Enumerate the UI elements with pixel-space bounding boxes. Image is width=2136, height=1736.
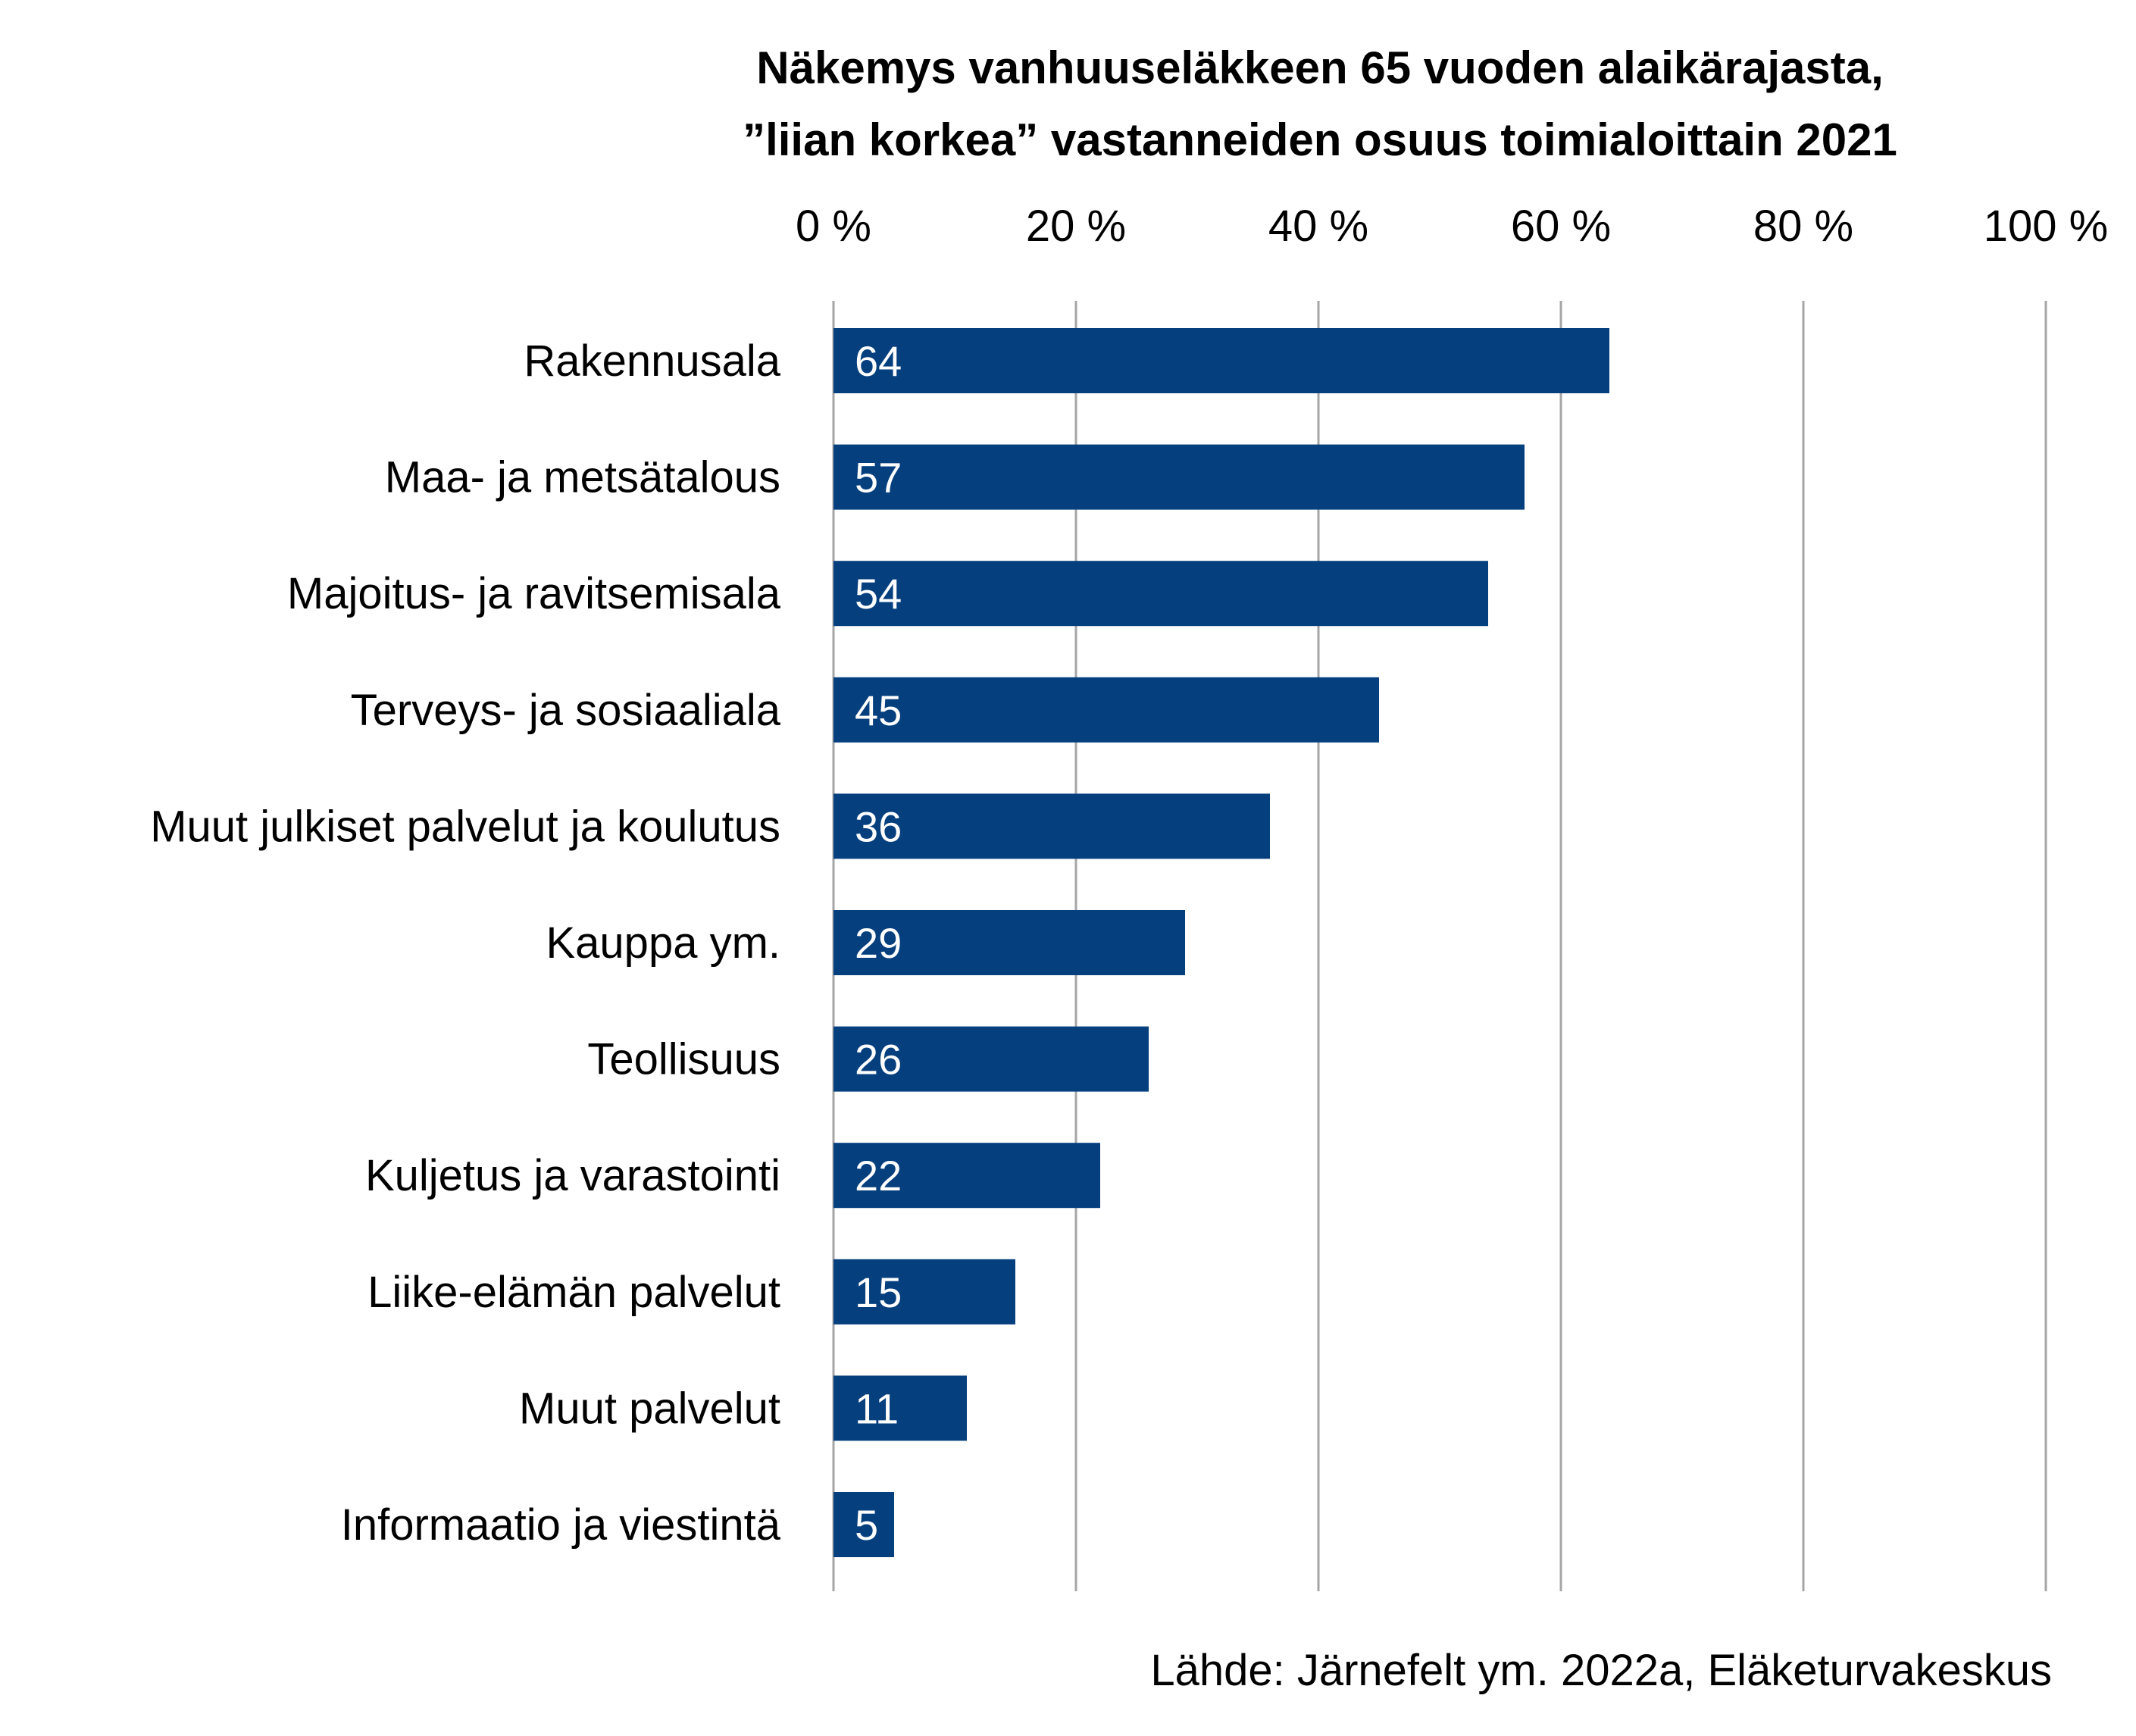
category-label: Informaatio ja viestintä	[341, 1500, 781, 1550]
category-label: Muut julkiset palvelut ja koulutus	[150, 802, 780, 851]
x-tick-label: 0 %	[796, 202, 871, 251]
category-label: Majoitus- ja ravitsemisala	[287, 569, 781, 618]
bar	[833, 1492, 894, 1557]
category-label: Terveys- ja sosiaaliala	[351, 686, 781, 735]
category-label: Kuljetus ja varastointi	[365, 1151, 780, 1200]
chart-title: Näkemys vanhuuseläkkeen 65 vuoden alaikä…	[743, 42, 1897, 165]
source-note: Lähde: Järnefelt ym. 2022a, Eläketurvake…	[1150, 1646, 2052, 1695]
bar	[833, 1259, 1015, 1325]
category-label: Maa- ja metsätalous	[385, 453, 780, 502]
bar	[833, 793, 1270, 859]
data-label: 54	[855, 570, 902, 618]
data-label: 11	[855, 1384, 899, 1432]
data-label: 29	[855, 919, 902, 967]
data-label: 22	[855, 1152, 902, 1200]
x-tick-label: 100 %	[1984, 202, 2108, 251]
x-axis-tick-labels: 0 % 20 % 40 % 60 % 80 % 100 %	[796, 202, 2108, 251]
bar	[833, 1375, 967, 1441]
x-tick-label: 40 %	[1268, 202, 1368, 251]
bar	[833, 561, 1488, 627]
bar	[833, 1026, 1149, 1092]
data-label: 5	[855, 1501, 878, 1549]
category-label: Muut palvelut	[519, 1384, 780, 1433]
chart-title-line-2: ”liian korkea” vastanneiden osuus toimia…	[743, 114, 1897, 165]
bar	[833, 1143, 1100, 1209]
bar	[833, 910, 1185, 975]
category-labels: Rakennusala Maa- ja metsätalous Majoitus- …	[150, 336, 781, 1550]
category-label: Teollisuus	[587, 1035, 780, 1084]
x-tick-label: 80 %	[1753, 202, 1853, 251]
category-label: Rakennusala	[524, 336, 780, 386]
data-label: 36	[855, 802, 902, 850]
data-label: 64	[855, 337, 902, 385]
x-tick-label: 60 %	[1511, 202, 1611, 251]
bar	[833, 677, 1379, 743]
data-label: 57	[855, 454, 902, 502]
data-label: 45	[855, 687, 902, 734]
chart-title-line-1: Näkemys vanhuuseläkkeen 65 vuoden alaikä…	[756, 42, 1884, 93]
category-label: Kauppa ym.	[546, 918, 780, 968]
data-labels: 64 57 54 45 36 29 26 22 15 11 5	[855, 337, 902, 1549]
data-label: 15	[855, 1268, 902, 1316]
data-label: 26	[855, 1036, 902, 1084]
bar	[833, 328, 1609, 393]
bars	[833, 328, 1609, 1557]
bar	[833, 444, 1525, 510]
x-tick-label: 20 %	[1026, 202, 1126, 251]
category-label: Liike-elämän palvelut	[367, 1268, 780, 1317]
